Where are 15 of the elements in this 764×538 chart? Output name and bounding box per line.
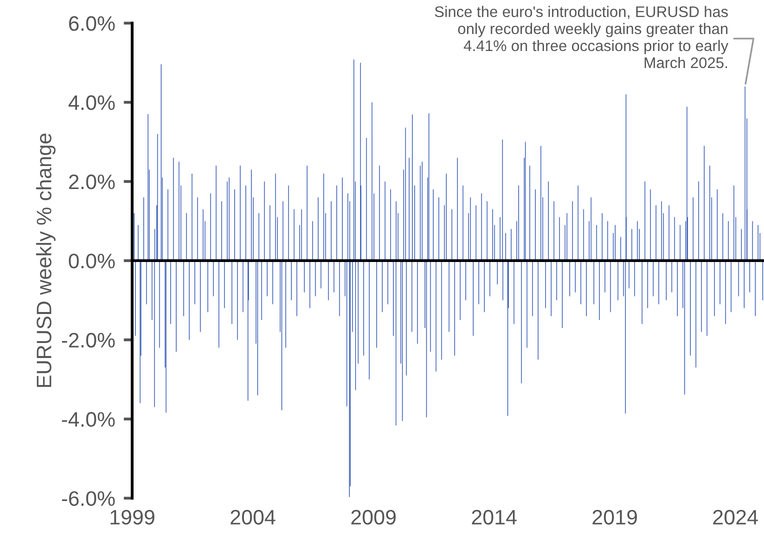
- annotation: Since the euro's introduction, EURUSD has only recorded weekly gains greater than 4.41% on three occasions prior to early March 2025.: [434, 6, 728, 68]
- y-tick-label: 4.0%: [68, 95, 115, 110]
- x-tick-label: 2019: [592, 510, 637, 525]
- x-tick-label: 2014: [472, 510, 517, 525]
- x-tick-label: 2004: [230, 510, 276, 525]
- y-tick-label: 6.0%: [69, 16, 115, 31]
- y-tick-label: -6.0%: [62, 491, 115, 506]
- y-tick-label: 2.0%: [69, 174, 115, 190]
- x-tick-label: 1999: [110, 510, 154, 525]
- x-tick-label: 2009: [351, 510, 396, 525]
- y-tick-label: -2.0%: [62, 332, 115, 348]
- x-tick-label: 2024: [713, 510, 758, 525]
- y-tick-label: -4.0%: [62, 412, 115, 427]
- y-tick-label: 0.0%: [68, 254, 115, 268]
- y-axis-title: EURUSD weekly % change: [36, 134, 56, 387]
